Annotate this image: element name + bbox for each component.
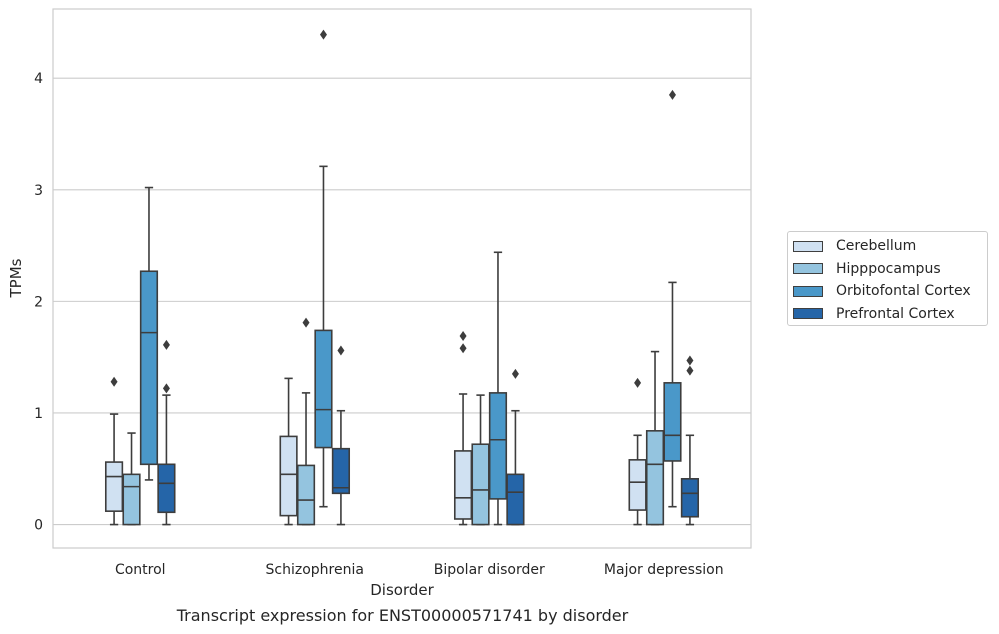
box: [157, 463, 176, 514]
chart-caption: Transcript expression for ENST0000057174…: [176, 606, 629, 625]
outlier-point: [337, 345, 345, 356]
box-group: [296, 317, 316, 526]
box-group: [104, 376, 124, 526]
legend-swatch: [793, 263, 823, 275]
box-group: [139, 186, 159, 481]
box: [645, 430, 665, 526]
outlier-point: [459, 343, 467, 354]
box: [296, 464, 316, 526]
box: [506, 473, 525, 526]
box: [104, 461, 124, 512]
legend-swatch: [793, 240, 823, 252]
box: [680, 478, 700, 518]
legend-item: Orbitofontal Cortex: [793, 280, 987, 303]
legend-item: Prefrontal Cortex: [793, 303, 987, 326]
legend-swatch: [793, 285, 823, 297]
legend-label: Hipppocampus: [836, 260, 941, 277]
y-tick-label: 1: [34, 406, 43, 422]
x-tick-label: Bipolar disorder: [434, 562, 545, 578]
legend-swatch: [793, 308, 823, 320]
legend: Cerebellum Hipppocampus Orbitofontal Corte…: [787, 231, 988, 326]
box: [139, 270, 159, 466]
outlier-point: [511, 368, 519, 379]
tick-labels: 0 1 2 3 4 Control Schizophrenia Bipolar disorde…: [34, 71, 724, 578]
box: [279, 435, 298, 517]
outlier-point: [668, 89, 676, 100]
box-group: [628, 377, 647, 526]
box-group: [331, 345, 351, 526]
legend-item: Hipppocampus: [793, 258, 987, 281]
box-group: [471, 394, 490, 526]
box-group: [680, 355, 700, 526]
y-tick-label: 3: [34, 183, 43, 199]
plot-frame: [52, 8, 752, 549]
outlier-point: [302, 317, 310, 328]
box: [471, 443, 490, 526]
boxes-layer: [104, 29, 700, 526]
box: [488, 392, 508, 500]
outlier-point: [634, 377, 642, 388]
box: [331, 447, 351, 495]
box: [314, 329, 333, 449]
x-axis-label: Disorder: [370, 581, 434, 599]
box-group: [314, 29, 333, 508]
box: [453, 450, 473, 520]
box: [663, 382, 682, 462]
legend-item: Cerebellum: [793, 235, 987, 258]
outlier-point: [686, 355, 694, 366]
outlier-point: [162, 383, 170, 394]
box-group: [645, 350, 665, 526]
legend-label: Prefrontal Cortex: [836, 305, 955, 322]
outlier-point: [686, 365, 694, 376]
box-group: [279, 377, 298, 526]
legend-label: Orbitofontal Cortex: [836, 283, 971, 300]
y-tick-label: 4: [34, 71, 43, 87]
y-tick-label: 0: [34, 518, 43, 534]
box: [122, 473, 141, 526]
outlier-point: [110, 376, 118, 387]
y-tick-label: 2: [34, 294, 43, 310]
box-group: [663, 89, 682, 508]
outlier-point: [459, 330, 467, 341]
x-tick-label: Control: [115, 562, 166, 578]
box-group: [488, 251, 508, 526]
box-group: [122, 432, 141, 526]
outlier-point: [319, 29, 327, 40]
box-group: [157, 339, 176, 526]
box: [628, 459, 647, 511]
outlier-point: [162, 339, 170, 350]
box-group: [506, 368, 525, 526]
y-axis-label: TPMs: [7, 258, 25, 298]
legend-label: Cerebellum: [836, 238, 917, 255]
box-group: [453, 330, 473, 526]
x-tick-label: Major depression: [604, 562, 724, 578]
x-tick-label: Schizophrenia: [266, 562, 364, 578]
